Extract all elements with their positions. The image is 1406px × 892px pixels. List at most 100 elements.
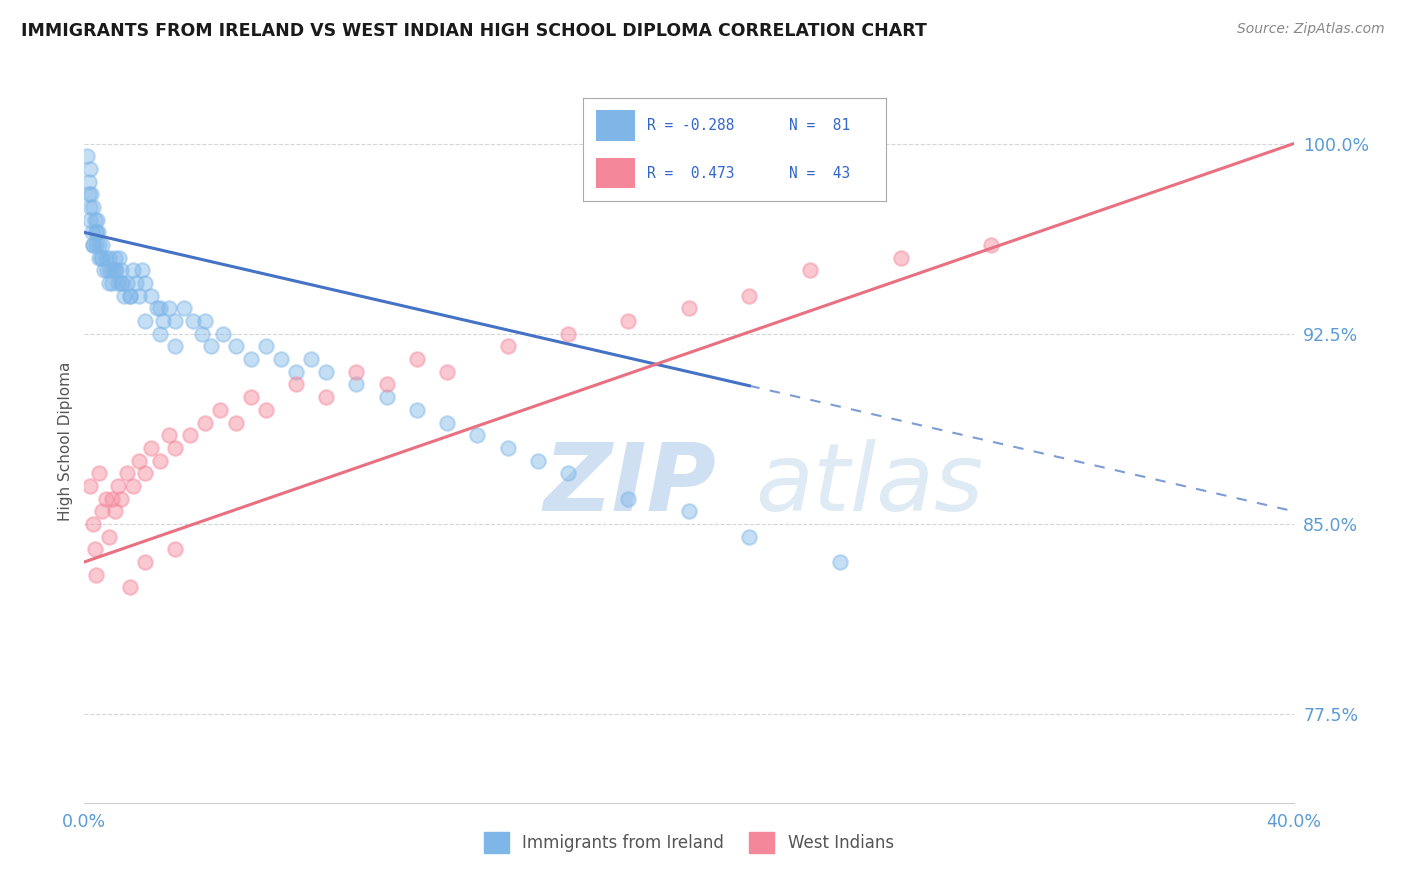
Point <box>104 263 127 277</box>
Text: Source: ZipAtlas.com: Source: ZipAtlas.com <box>1237 22 1385 37</box>
Point <box>134 276 156 290</box>
Point <box>678 301 700 316</box>
Point <box>80 226 103 240</box>
Point <box>239 352 262 367</box>
Point <box>134 555 156 569</box>
Point <box>97 276 120 290</box>
Point <box>285 377 308 392</box>
Point <box>496 339 519 353</box>
Point <box>118 289 141 303</box>
Point <box>181 314 204 328</box>
Point <box>134 467 156 481</box>
Point <box>139 441 162 455</box>
Point <box>76 149 98 163</box>
Point <box>315 390 337 404</box>
Point <box>86 567 108 582</box>
Point <box>149 453 172 467</box>
Point <box>86 212 108 227</box>
Point <box>97 251 120 265</box>
Point <box>110 491 132 506</box>
Point <box>77 187 100 202</box>
Point <box>90 251 112 265</box>
Point <box>118 289 141 303</box>
Point <box>100 491 122 506</box>
Text: N =  81: N = 81 <box>789 119 851 133</box>
Point <box>134 314 156 328</box>
Point <box>406 352 429 367</box>
Point <box>84 226 107 240</box>
Point <box>84 212 107 227</box>
Point <box>209 402 232 417</box>
Point <box>121 479 143 493</box>
Point <box>118 580 141 594</box>
Point <box>557 326 579 341</box>
Point <box>107 479 129 493</box>
Point <box>165 339 187 353</box>
Point <box>79 212 101 227</box>
Point <box>89 251 111 265</box>
Point <box>375 390 398 404</box>
Point <box>617 314 640 328</box>
Point <box>101 263 124 277</box>
Point <box>617 491 640 506</box>
Point <box>86 238 108 252</box>
Point <box>149 326 172 341</box>
Point <box>496 441 519 455</box>
Point <box>108 251 131 265</box>
Point <box>128 289 150 303</box>
Point <box>225 339 247 353</box>
Point <box>89 467 111 481</box>
Text: N =  43: N = 43 <box>789 166 851 180</box>
Point <box>254 339 277 353</box>
Point <box>104 504 127 518</box>
Point <box>157 428 180 442</box>
FancyBboxPatch shape <box>596 158 636 188</box>
Point <box>105 263 128 277</box>
Point <box>146 301 169 316</box>
Point <box>131 263 153 277</box>
Text: atlas: atlas <box>755 440 984 531</box>
Point <box>194 416 217 430</box>
Point <box>96 263 118 277</box>
Point <box>110 263 132 277</box>
Text: R = -0.288: R = -0.288 <box>647 119 734 133</box>
Point <box>82 200 104 214</box>
Point <box>149 301 172 316</box>
Point <box>346 377 368 392</box>
Point <box>97 530 120 544</box>
Point <box>179 428 201 442</box>
Text: IMMIGRANTS FROM IRELAND VS WEST INDIAN HIGH SCHOOL DIPLOMA CORRELATION CHART: IMMIGRANTS FROM IRELAND VS WEST INDIAN H… <box>21 22 927 40</box>
Point <box>406 402 429 417</box>
Point <box>107 276 129 290</box>
Point <box>110 276 132 290</box>
Point <box>173 301 195 316</box>
Point <box>467 428 489 442</box>
Text: ZIP: ZIP <box>544 439 717 531</box>
Point <box>191 326 214 341</box>
Point <box>125 276 148 290</box>
Point <box>100 276 122 290</box>
Point <box>86 226 108 240</box>
Point <box>115 276 138 290</box>
Point <box>194 314 217 328</box>
Point <box>254 402 277 417</box>
Point <box>98 263 121 277</box>
Point <box>91 251 114 265</box>
Point <box>80 187 103 202</box>
Point <box>225 416 247 430</box>
Point <box>115 467 138 481</box>
FancyBboxPatch shape <box>596 111 636 141</box>
Point <box>79 161 101 176</box>
Point <box>212 326 235 341</box>
Legend: Immigrants from Ireland, West Indians: Immigrants from Ireland, West Indians <box>478 826 900 860</box>
Point <box>375 377 398 392</box>
Point <box>738 289 761 303</box>
Point <box>315 365 337 379</box>
Point <box>239 390 262 404</box>
Point <box>91 504 114 518</box>
Point <box>91 238 114 252</box>
Point <box>738 530 761 544</box>
Text: R =  0.473: R = 0.473 <box>647 166 734 180</box>
Point <box>82 516 104 531</box>
Point <box>527 453 550 467</box>
